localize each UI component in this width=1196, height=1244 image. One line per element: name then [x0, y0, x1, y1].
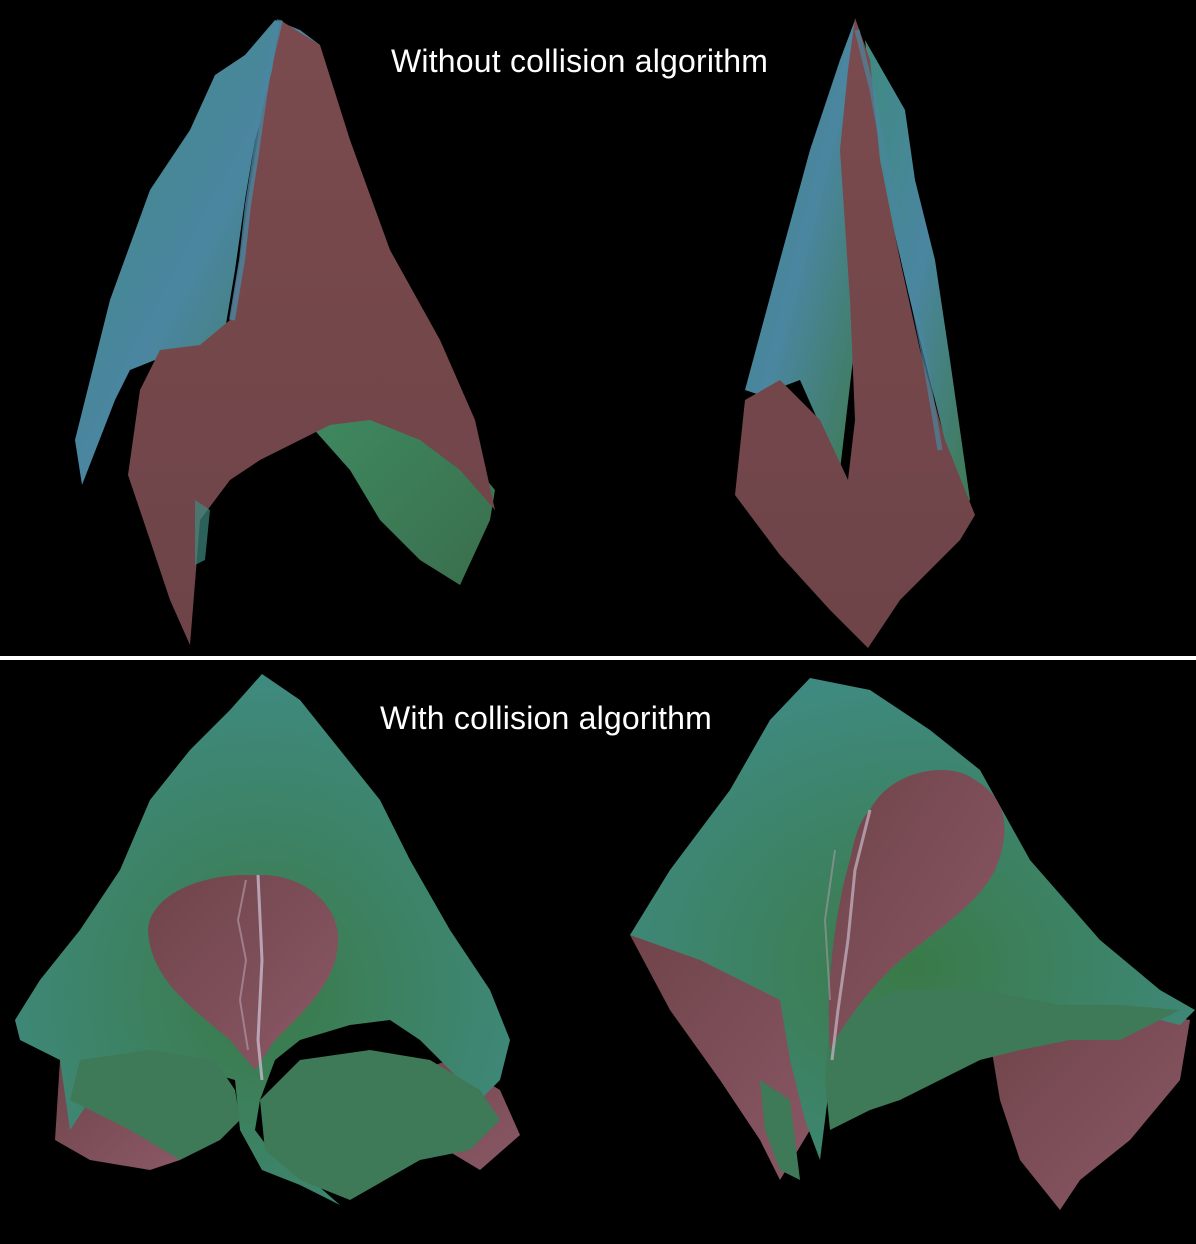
cloth-left-bottom [15, 674, 520, 1205]
cloth-render-without-collision [75, 18, 975, 648]
cloth-render-with-collision [15, 674, 1195, 1210]
caption-with-collision: With collision algorithm [380, 700, 713, 736]
cloth-right-top [735, 18, 975, 648]
top-render-panel: Without collision algorithm [75, 18, 975, 648]
cloth-right-bottom [630, 678, 1195, 1210]
bottom-render-panel: With collision algorithm [0, 660, 1196, 1244]
caption-without-collision: Without collision algorithm [391, 43, 769, 79]
cloth-left-top [75, 19, 495, 645]
panel-divider [0, 656, 1196, 660]
